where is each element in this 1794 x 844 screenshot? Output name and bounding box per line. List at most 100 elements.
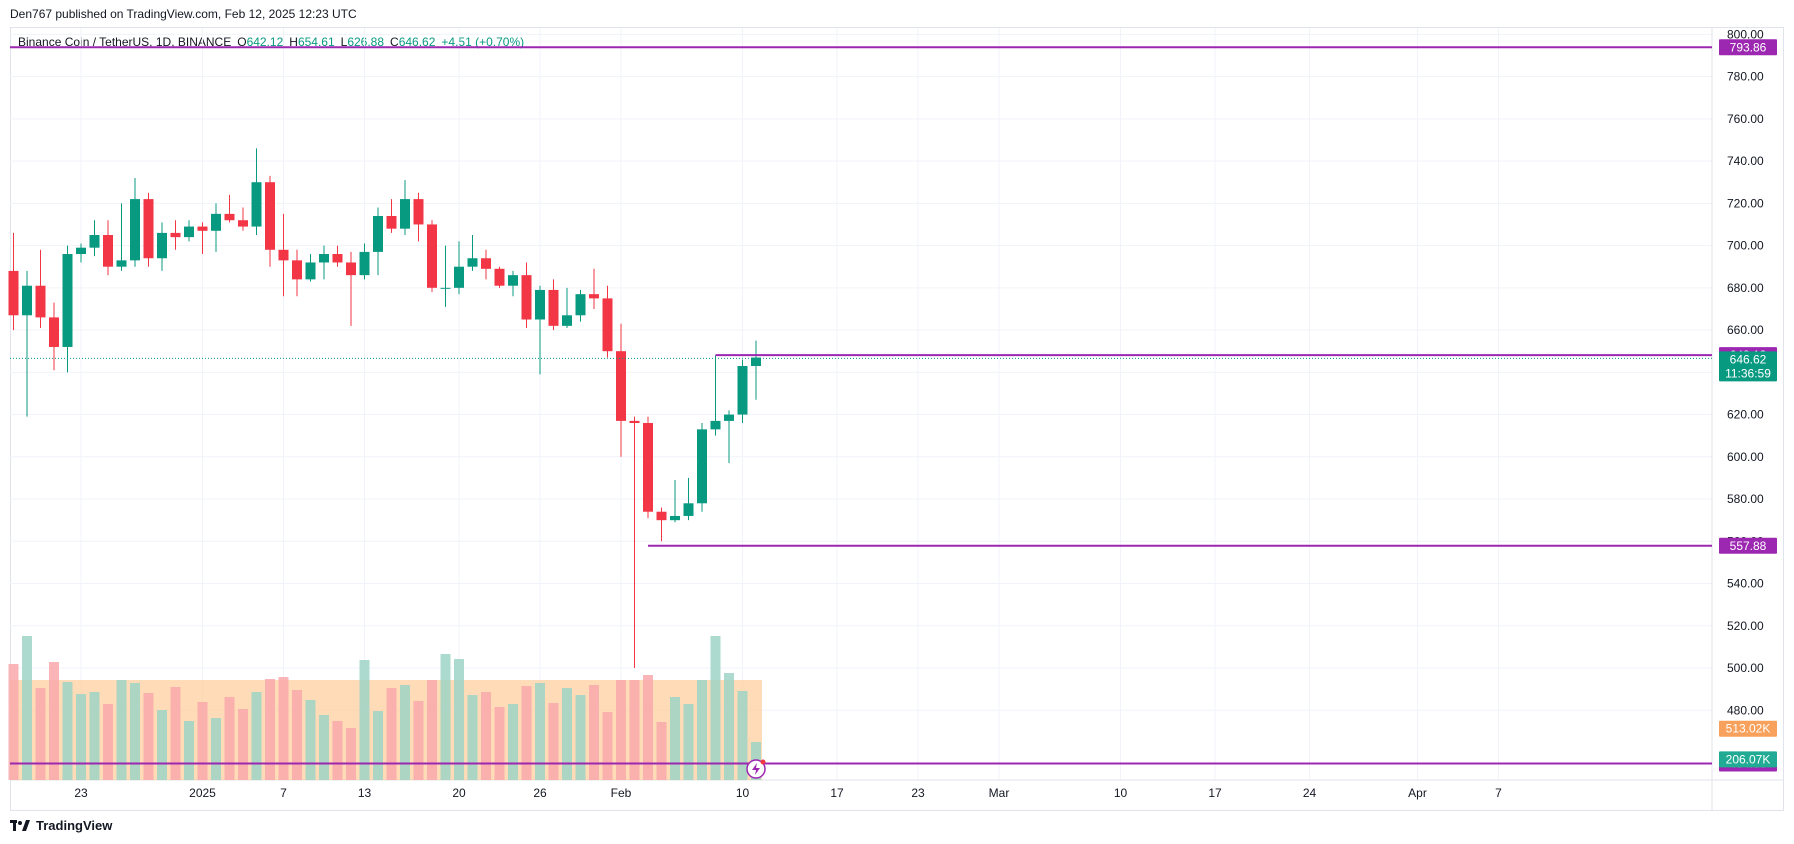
- volume-bar: [62, 682, 73, 780]
- x-tick-label: 23: [74, 786, 88, 800]
- candle-body: [562, 315, 572, 326]
- candle-body: [49, 317, 59, 347]
- candle-body: [22, 285, 32, 316]
- candle-body: [589, 294, 599, 299]
- volume-bar: [521, 686, 532, 780]
- y-tick-label: 480.00: [1727, 703, 1764, 717]
- alert-dot: [760, 759, 766, 765]
- volume-bar: [251, 692, 262, 780]
- candle-body: [643, 423, 653, 512]
- y-tick-label: 780.00: [1727, 70, 1764, 84]
- volume-bar: [170, 687, 181, 780]
- high-label: H: [289, 35, 298, 49]
- candle-body: [8, 270, 19, 316]
- candle-body: [737, 365, 748, 415]
- volume-bar: [670, 697, 680, 780]
- x-tick-label: 17: [1208, 786, 1222, 800]
- volume-bar: [656, 722, 667, 780]
- candle-body: [130, 199, 140, 261]
- volume-bar: [76, 694, 86, 780]
- low-label: L: [340, 35, 348, 49]
- volume-bar: [197, 702, 208, 780]
- volume-bar: [359, 660, 370, 780]
- symbol-title[interactable]: Binance Coin / TetherUS, 1D, BINANCE: [18, 35, 232, 49]
- candle-body: [224, 213, 235, 221]
- volume-tag: [1719, 720, 1777, 737]
- volume-bar: [346, 728, 356, 780]
- y-tick-label: 620.00: [1727, 408, 1764, 422]
- tradingview-logo-icon: [10, 819, 30, 831]
- volume-bar: [494, 707, 505, 780]
- alert-flash-glyph: [752, 763, 760, 775]
- current-price-tag: [1719, 351, 1777, 382]
- x-tick-label: 24: [1303, 786, 1317, 800]
- y-tick-label: 760.00: [1727, 112, 1764, 126]
- volume-bar: [49, 662, 59, 780]
- y-tick-label: 500.00: [1727, 661, 1764, 675]
- level-price-tag-label: 793.86: [1730, 40, 1767, 54]
- candle-body: [454, 266, 464, 288]
- volume-tag: [1719, 751, 1777, 768]
- volume-bar: [683, 704, 694, 780]
- candle-body: [670, 515, 680, 521]
- x-tick-label: 10: [1114, 786, 1128, 800]
- candle-body: [602, 298, 613, 352]
- level-price-tag: [1719, 537, 1777, 554]
- candle-body: [575, 294, 586, 316]
- x-tick-label: 26: [533, 786, 547, 800]
- countdown-label: 11:36:59: [1725, 366, 1771, 380]
- volume-bar: [508, 704, 518, 780]
- candle-body: [359, 251, 370, 276]
- level-price-tag-label: 557.88: [1730, 539, 1767, 553]
- candle-body: [629, 420, 640, 424]
- volume-bar: [616, 680, 626, 780]
- y-tick-label: 700.00: [1727, 239, 1764, 253]
- footer-brand-label: TradingView: [36, 818, 113, 833]
- x-tick-label: 7: [280, 786, 287, 800]
- volume-bar: [697, 680, 707, 780]
- volume-bar: [305, 700, 316, 780]
- candle-body: [103, 235, 113, 267]
- y-tick-label: 600.00: [1727, 450, 1764, 464]
- high-value: 654.61: [297, 35, 335, 49]
- candle-body: [62, 254, 73, 347]
- volume-bar: [224, 697, 235, 780]
- open-label: O: [237, 35, 247, 49]
- candle-body: [157, 232, 167, 259]
- candle-body: [211, 213, 221, 231]
- candle-body: [265, 182, 275, 250]
- candle-body: [548, 289, 559, 326]
- y-tick-label: 580.00: [1727, 492, 1764, 506]
- close-value: 646.62: [398, 35, 436, 49]
- volume-bar: [130, 683, 140, 780]
- candle-body: [508, 275, 518, 286]
- y-tick-label: 740.00: [1727, 154, 1764, 168]
- x-tick-label: 17: [830, 786, 844, 800]
- x-tick-label: 13: [358, 786, 372, 800]
- candle-body: [89, 235, 100, 248]
- candle-body: [440, 287, 451, 289]
- candle-body: [197, 226, 208, 231]
- volume-bar: [643, 675, 653, 780]
- volume-bar: [157, 710, 167, 780]
- volume-bar: [737, 691, 748, 780]
- candle-body: [116, 260, 127, 267]
- y-tick-label: 520.00: [1727, 619, 1764, 633]
- candle-body: [535, 289, 545, 320]
- x-tick-label: 20: [452, 786, 466, 800]
- y-tick-label: 720.00: [1727, 196, 1764, 210]
- volume-bar: [292, 690, 302, 780]
- candle-body: [616, 351, 626, 421]
- volume-bar: [589, 685, 599, 780]
- candle-body: [751, 357, 761, 366]
- volume-bar: [548, 703, 559, 780]
- volume-bar: [454, 659, 464, 780]
- candle-body: [319, 254, 329, 263]
- volume-tag-label: 513.02K: [1726, 722, 1771, 736]
- candle-body: [170, 232, 181, 238]
- volume-bar: [35, 688, 46, 780]
- volume-bar: [103, 704, 113, 780]
- candle-body: [494, 268, 505, 286]
- footer-brand[interactable]: TradingView: [10, 818, 112, 833]
